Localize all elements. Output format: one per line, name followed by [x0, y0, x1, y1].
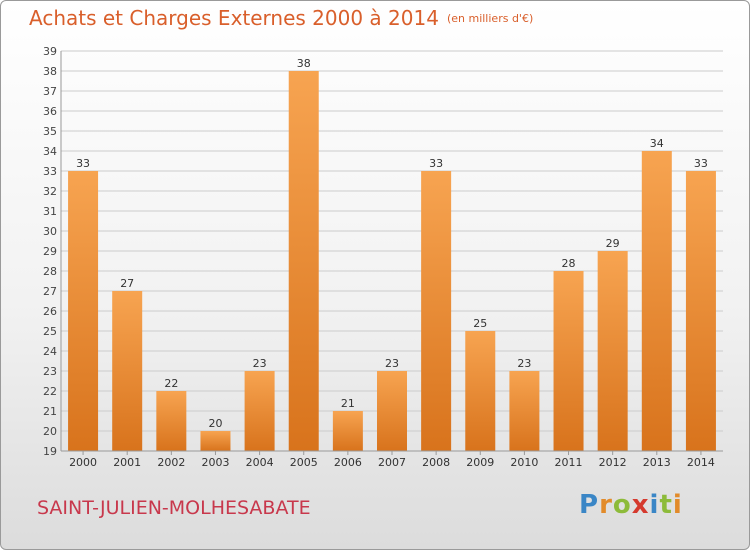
y-tick-label: 22 — [43, 385, 57, 398]
logo-letter: x — [631, 490, 650, 520]
labels: 19 20 21 22 23 24 25 26 27 28 29 30 31 32 33 34 35 36 37 38… — [43, 45, 715, 469]
bar-2002 — [156, 391, 187, 451]
bar-2000 — [68, 171, 99, 451]
y-tick-label: 19 — [43, 445, 57, 458]
data-label: 38 — [297, 57, 311, 70]
y-tick-label: 26 — [43, 305, 57, 318]
x-tick-label: 2004 — [246, 456, 274, 469]
x-tick-label: 2011 — [555, 456, 583, 469]
y-tick-label: 23 — [43, 365, 57, 378]
data-label: 25 — [473, 317, 487, 330]
y-tick-label: 34 — [43, 145, 57, 158]
y-tick-label: 38 — [43, 65, 57, 78]
proxiti-logo[interactable]: Proxiti — [579, 490, 683, 520]
x-tick-label: 2005 — [290, 456, 318, 469]
y-tick-label: 29 — [43, 245, 57, 258]
data-label: 23 — [385, 357, 399, 370]
axes — [60, 51, 723, 455]
data-label: 23 — [517, 357, 531, 370]
x-tick-label: 2008 — [422, 456, 450, 469]
data-label: 20 — [208, 417, 222, 430]
data-label: 33 — [76, 157, 90, 170]
logo-letter: i — [672, 490, 683, 520]
logo-letter: P — [579, 490, 600, 520]
y-tick-label: 37 — [43, 85, 57, 98]
bar-2010 — [509, 371, 540, 451]
y-tick-label: 21 — [43, 405, 57, 418]
bar-2004 — [244, 371, 275, 451]
y-tick-label: 36 — [43, 105, 57, 118]
x-tick-label: 2009 — [466, 456, 494, 469]
x-tick-label: 2000 — [69, 456, 97, 469]
x-tick-label: 2002 — [157, 456, 185, 469]
logo-letter: t — [659, 490, 673, 520]
x-tick-label: 2012 — [599, 456, 627, 469]
y-tick-label: 27 — [43, 285, 57, 298]
logo-letter: i — [649, 490, 660, 520]
x-tick-label: 2013 — [643, 456, 671, 469]
chart-title: Achats et Charges Externes 2000 à 2014 (e… — [29, 6, 533, 30]
data-label: 28 — [562, 257, 576, 270]
unit-text: (en milliers d'€) — [446, 12, 534, 25]
bar-2001 — [112, 291, 143, 451]
bar-2008 — [421, 171, 452, 451]
x-tick-label: 2006 — [334, 456, 362, 469]
data-label: 27 — [120, 277, 134, 290]
data-label: 22 — [164, 377, 178, 390]
y-tick-label: 39 — [43, 45, 57, 58]
logo-letter: o — [612, 490, 632, 520]
bars — [68, 71, 716, 451]
x-tick-label: 2001 — [113, 456, 141, 469]
x-tick-label: 2007 — [378, 456, 406, 469]
bar-2006 — [332, 411, 363, 451]
bar-2003 — [200, 431, 231, 451]
bar-2005 — [288, 71, 319, 451]
bar-2013 — [641, 151, 672, 451]
y-tick-label: 20 — [43, 425, 57, 438]
bar-2007 — [377, 371, 407, 451]
y-tick-label: 32 — [43, 185, 57, 198]
logo-letter: r — [599, 490, 613, 520]
title-text: Achats et Charges Externes 2000 à 2014 — [29, 6, 439, 30]
y-tick-label: 25 — [43, 325, 57, 338]
bar-2011 — [553, 271, 584, 451]
data-label: 23 — [253, 357, 267, 370]
x-tick-label: 2014 — [687, 456, 715, 469]
y-tick-label: 30 — [43, 225, 57, 238]
data-label: 29 — [606, 237, 620, 250]
y-tick-label: 35 — [43, 125, 57, 138]
y-tick-label: 28 — [43, 265, 57, 278]
x-tick-label: 2010 — [510, 456, 538, 469]
y-tick-label: 31 — [43, 205, 57, 218]
y-tick-label: 33 — [43, 165, 57, 178]
y-tick-label: 24 — [43, 345, 57, 358]
data-label: 33 — [694, 157, 708, 170]
bar-2009 — [465, 331, 496, 451]
x-tick-label: 2003 — [201, 456, 229, 469]
data-label: 21 — [341, 397, 355, 410]
data-label: 33 — [429, 157, 443, 170]
commune-name: SAINT-JULIEN-MOLHESABATE — [37, 497, 311, 519]
bar-2014 — [685, 171, 716, 451]
bar-2012 — [597, 251, 628, 451]
data-label: 34 — [650, 137, 664, 150]
